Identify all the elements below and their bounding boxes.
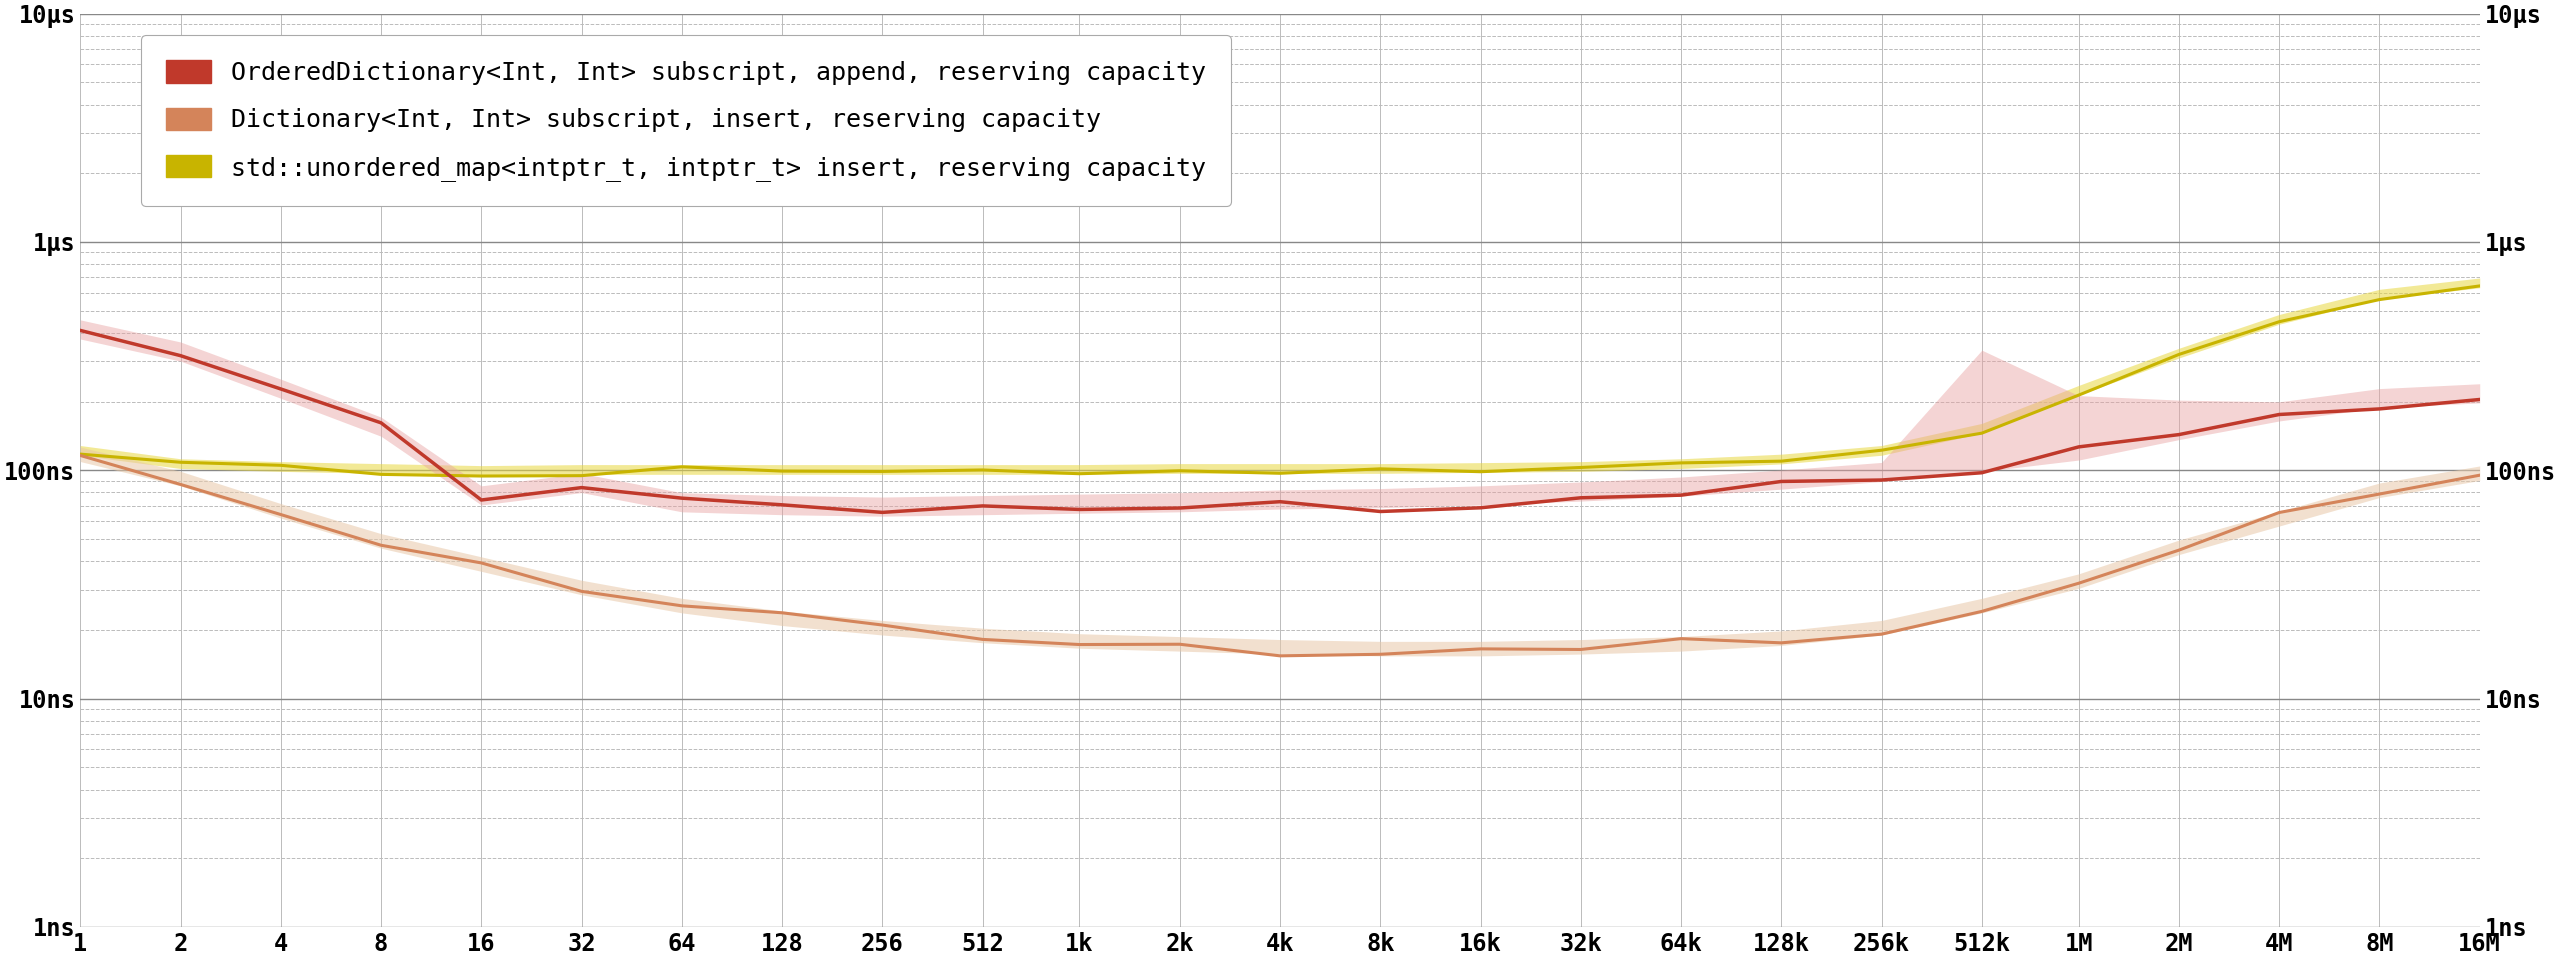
Legend: OrderedDictionary<Int, Int> subscript, append, reserving capacity, Dictionary<In: OrderedDictionary<Int, Int> subscript, a… <box>141 36 1231 205</box>
